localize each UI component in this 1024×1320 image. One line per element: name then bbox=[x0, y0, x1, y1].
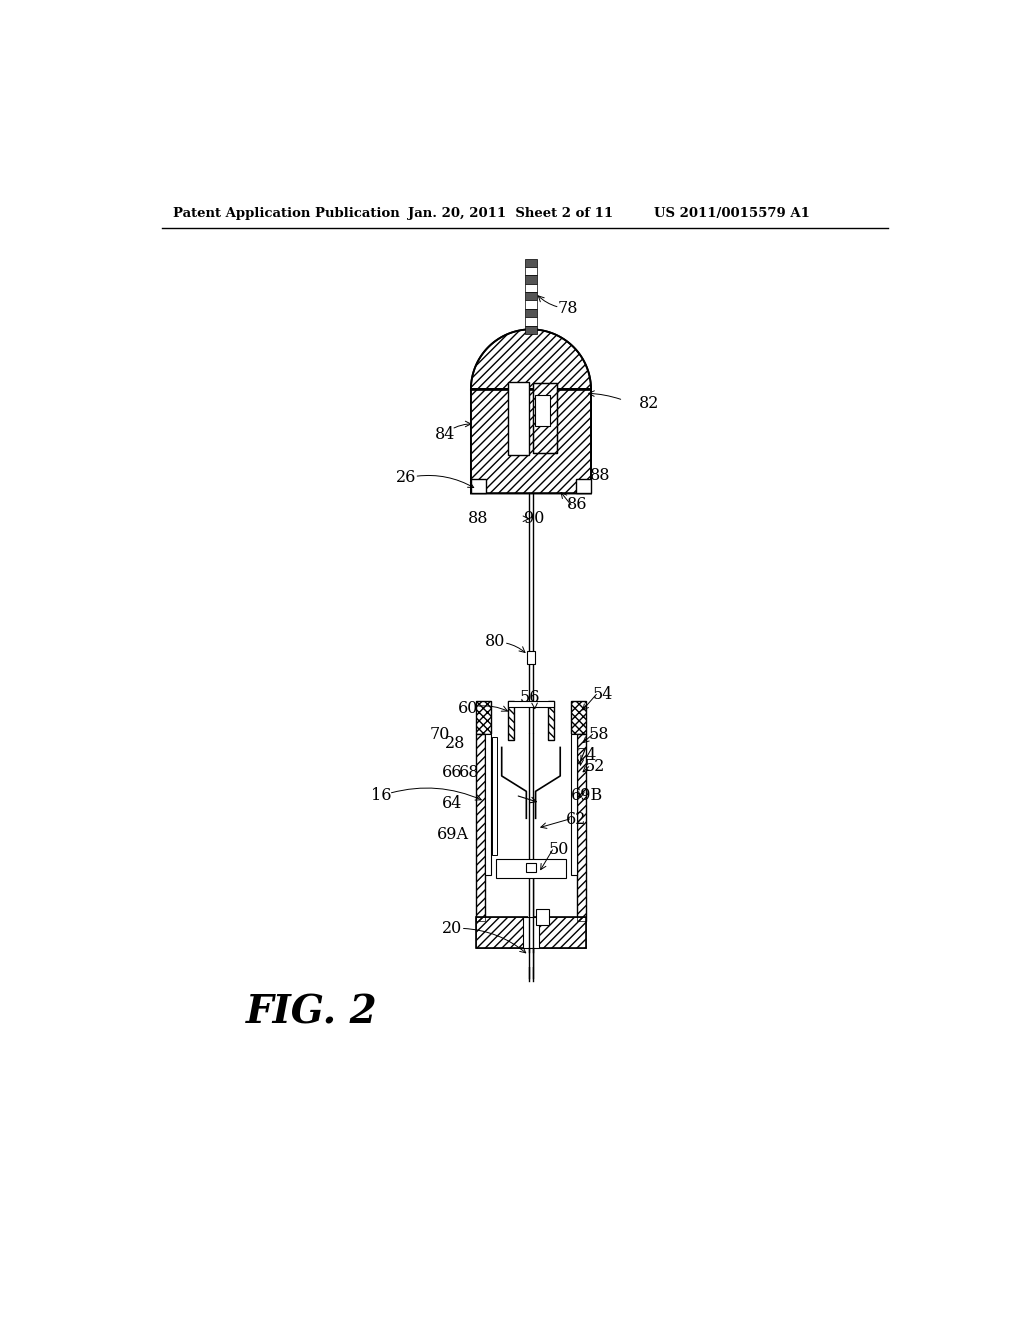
Text: 28: 28 bbox=[445, 735, 466, 752]
Text: 80: 80 bbox=[485, 634, 506, 651]
Text: 69B: 69B bbox=[571, 787, 603, 804]
Bar bbox=[508, 701, 554, 708]
Bar bbox=[571, 701, 587, 734]
Bar bbox=[508, 701, 514, 739]
Text: Jan. 20, 2011  Sheet 2 of 11: Jan. 20, 2011 Sheet 2 of 11 bbox=[408, 207, 613, 220]
Text: 88: 88 bbox=[590, 467, 610, 484]
Text: 54: 54 bbox=[592, 686, 612, 702]
Bar bbox=[524, 326, 538, 334]
Bar bbox=[532, 383, 557, 453]
Bar bbox=[471, 479, 486, 494]
Text: 68: 68 bbox=[459, 764, 479, 781]
Bar bbox=[524, 284, 538, 292]
Text: 62: 62 bbox=[565, 810, 586, 828]
Bar bbox=[523, 917, 539, 948]
Bar bbox=[524, 259, 538, 267]
Text: 56: 56 bbox=[519, 689, 540, 706]
Bar bbox=[527, 651, 535, 664]
Bar bbox=[578, 734, 587, 921]
Text: 50: 50 bbox=[549, 841, 569, 858]
Bar bbox=[475, 734, 484, 921]
Bar bbox=[571, 734, 578, 874]
Bar bbox=[508, 701, 514, 739]
Text: 69A: 69A bbox=[436, 826, 468, 843]
Bar bbox=[475, 917, 587, 948]
Text: 16: 16 bbox=[371, 788, 391, 804]
Text: 26: 26 bbox=[396, 470, 417, 487]
Text: US 2011/0015579 A1: US 2011/0015579 A1 bbox=[654, 207, 810, 220]
Text: 66: 66 bbox=[442, 764, 463, 781]
Polygon shape bbox=[471, 330, 591, 494]
Bar bbox=[548, 701, 554, 739]
Text: 88: 88 bbox=[468, 511, 488, 527]
Text: 78: 78 bbox=[558, 300, 579, 317]
Bar bbox=[475, 701, 490, 734]
Bar bbox=[490, 734, 571, 874]
Bar bbox=[475, 917, 587, 948]
Bar bbox=[524, 317, 538, 326]
Text: 58: 58 bbox=[589, 726, 609, 743]
Bar bbox=[484, 734, 490, 874]
Bar bbox=[571, 701, 587, 734]
Bar bbox=[535, 395, 550, 425]
Text: 90: 90 bbox=[524, 511, 544, 527]
Text: Patent Application Publication: Patent Application Publication bbox=[173, 207, 399, 220]
Bar bbox=[532, 383, 557, 453]
Text: 74: 74 bbox=[577, 747, 597, 764]
Text: 84: 84 bbox=[434, 425, 455, 442]
Text: 82: 82 bbox=[639, 395, 659, 412]
Bar bbox=[536, 909, 550, 924]
Bar bbox=[475, 734, 484, 921]
Bar bbox=[475, 701, 490, 734]
Bar bbox=[524, 292, 538, 301]
Bar bbox=[578, 734, 587, 921]
Text: 70: 70 bbox=[430, 726, 451, 743]
Bar bbox=[548, 701, 554, 739]
Bar bbox=[528, 734, 534, 966]
Text: FIG. 2: FIG. 2 bbox=[246, 994, 378, 1032]
Text: 64: 64 bbox=[442, 795, 463, 812]
Bar bbox=[496, 859, 566, 878]
Bar bbox=[524, 276, 538, 284]
Text: 20: 20 bbox=[442, 920, 463, 937]
Bar bbox=[575, 479, 591, 494]
Text: 60: 60 bbox=[458, 700, 478, 717]
Bar bbox=[524, 309, 538, 317]
Bar bbox=[526, 863, 536, 873]
Bar bbox=[524, 267, 538, 276]
Bar bbox=[493, 738, 497, 855]
Bar bbox=[524, 301, 538, 309]
Bar bbox=[508, 381, 529, 455]
Text: 86: 86 bbox=[567, 496, 588, 513]
Text: 52: 52 bbox=[585, 758, 605, 775]
